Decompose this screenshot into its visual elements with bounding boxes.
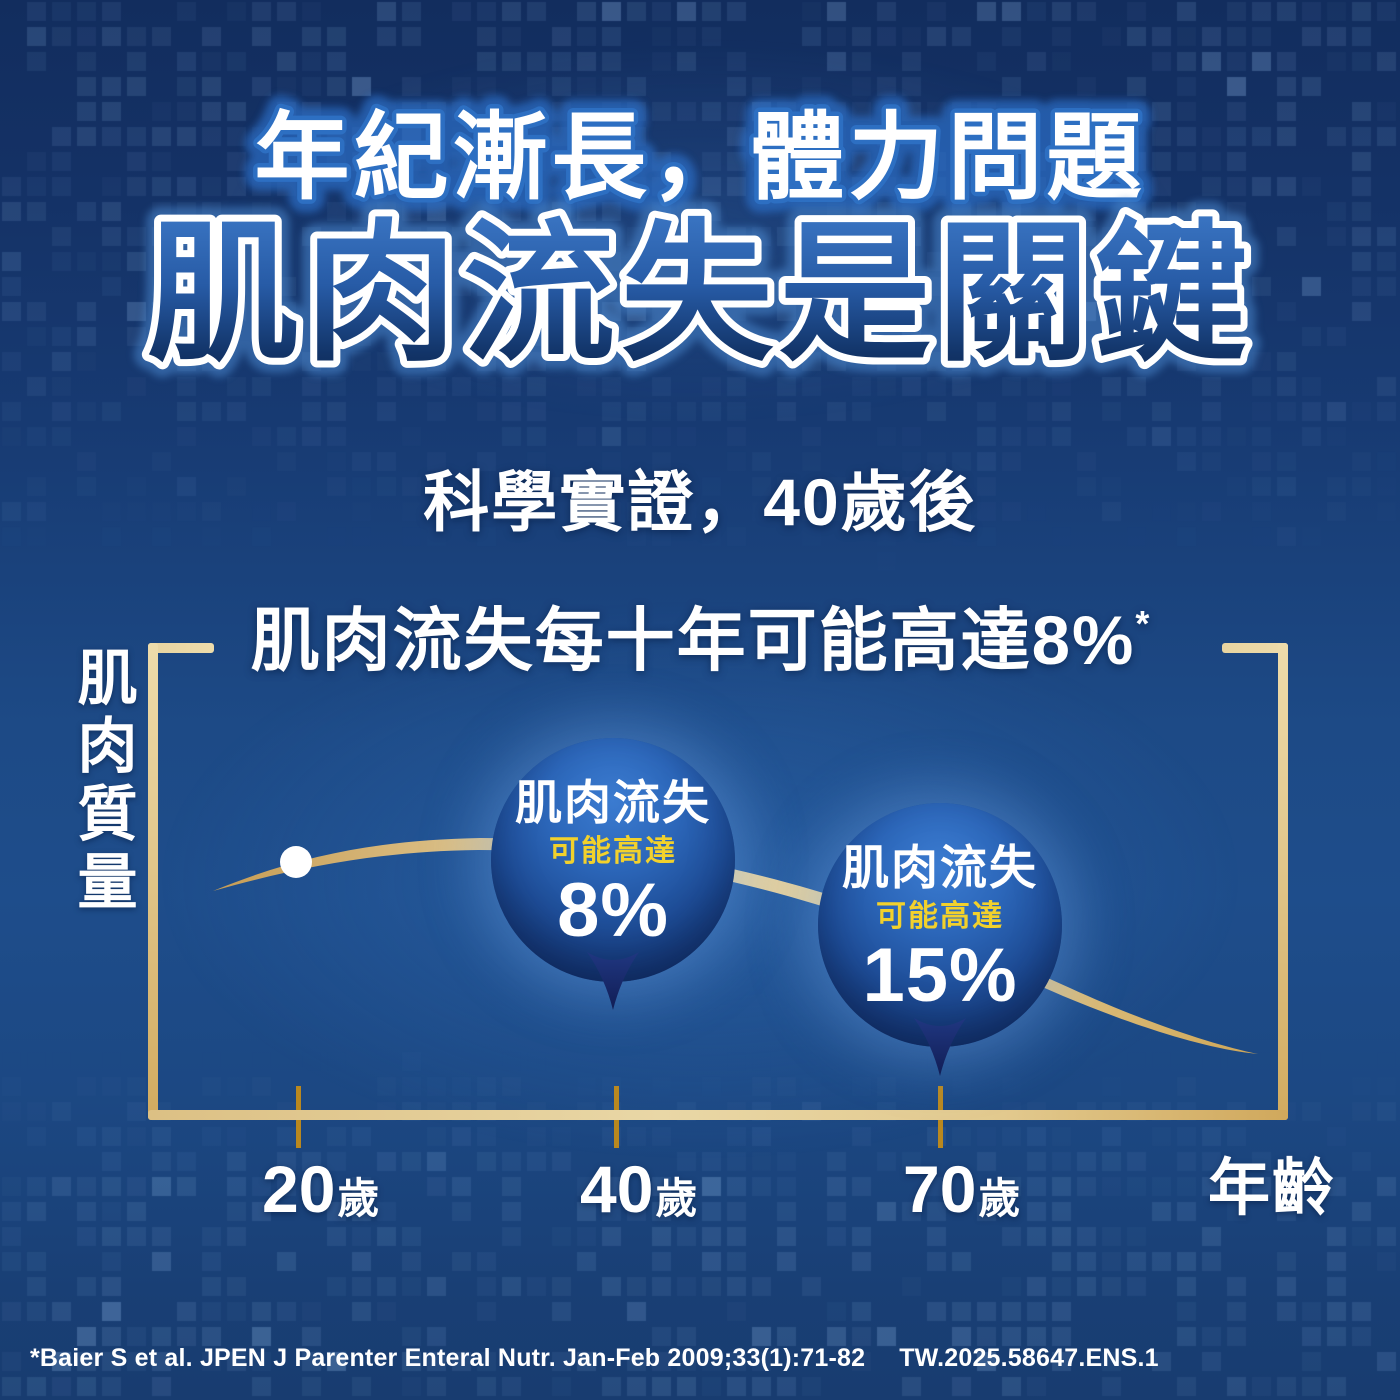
frame-right-line: [1278, 643, 1288, 1120]
subheadline-line2-text: 肌肉流失每十年可能高達8%: [250, 602, 1136, 679]
x-axis-line: [148, 1110, 1288, 1120]
footer-citation: *Baier S et al. JPEN J Parenter Enteral …: [30, 1344, 866, 1372]
frame-top-left-segment: [148, 643, 214, 653]
footer: *Baier S et al. JPEN J Parenter Enteral …: [30, 1344, 1159, 1373]
x-tick-number: 20: [262, 1152, 336, 1226]
headline-secondary-glow: 肌肉流失是關鍵: [147, 209, 1253, 379]
frame-top-right-segment: [1222, 643, 1288, 653]
footer-approval-code: TW.2025.58647.ENS.1: [899, 1344, 1159, 1372]
bubble-pointer-icon: [587, 952, 639, 1010]
y-axis-label: 肌肉質量: [69, 646, 136, 918]
callout-bubble-15pct: 肌肉流失 可能高達 15%: [818, 803, 1062, 1047]
bubble-title: 肌肉流失: [515, 776, 711, 829]
x-tick-suffix: 歲: [655, 1175, 698, 1222]
x-tick-suffix: 歲: [337, 1175, 380, 1222]
headline-secondary: 肌肉流失是關鍵 肌肉流失是關鍵: [132, 194, 1262, 394]
bubble-subtitle: 可能高達: [876, 900, 1004, 933]
subheadline-line1: 科學實證，40歲後: [423, 465, 977, 539]
bubble-value: 15%: [862, 933, 1018, 1018]
bubble-subtitle: 可能高達: [549, 835, 677, 868]
headline-primary-glow: 年紀漸長，體力問題: [254, 105, 1145, 211]
bubble-pointer-icon: [914, 1018, 966, 1076]
x-tick-label-70: 70 歲: [903, 1156, 1020, 1222]
callout-bubble-8pct: 肌肉流失 可能高達 8%: [491, 738, 735, 982]
bubble-title: 肌肉流失: [842, 841, 1038, 894]
x-tick-number: 70: [903, 1152, 977, 1226]
subheadline-line2: 肌肉流失每十年可能高達8%*: [0, 582, 1400, 683]
bubble-value: 8%: [557, 868, 669, 953]
x-tick-suffix: 歲: [978, 1175, 1021, 1222]
headline-secondary-text: 肌肉流失是關鍵: [147, 209, 1253, 379]
x-tick-label-20: 20 歲: [262, 1156, 379, 1222]
age20-marker-dot: [280, 846, 312, 878]
curve-shape: [213, 838, 1258, 1054]
footnote-asterisk: *: [1135, 603, 1150, 644]
y-axis-line: [148, 643, 158, 1120]
headline-primary-text: 年紀漸長，體力問題: [254, 105, 1145, 211]
x-axis-title: 年齡: [1208, 1154, 1337, 1223]
headline-primary: 年紀漸長，體力問題 年紀漸長，體力問題: [241, 92, 1154, 224]
x-tick-label-40: 40 歲: [580, 1156, 697, 1222]
x-tick-number: 40: [580, 1152, 654, 1226]
